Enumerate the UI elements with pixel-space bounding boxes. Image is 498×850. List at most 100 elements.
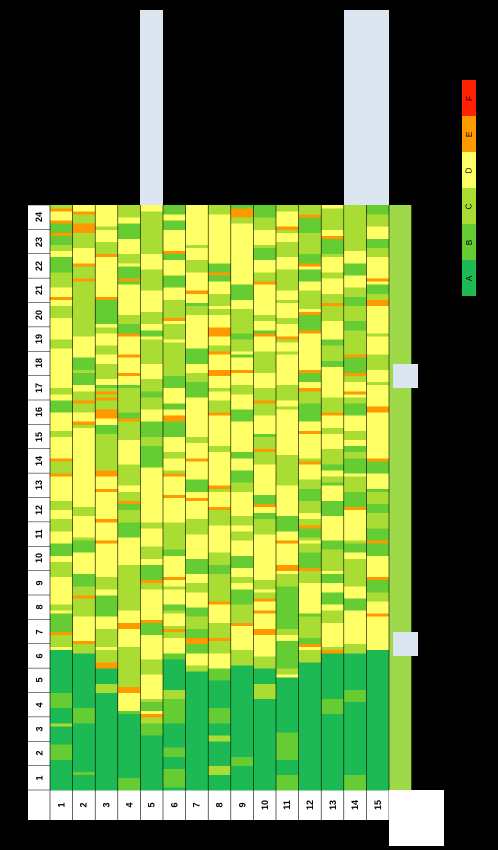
heatmap-cell: [230, 531, 254, 541]
heatmap-cell: [343, 774, 367, 791]
heatmap-cell: [117, 774, 141, 779]
heatmap-cell: [298, 232, 322, 242]
heatmap-cell: [72, 695, 96, 709]
heatmap-cell: [321, 396, 344, 413]
heatmap-cell: [208, 314, 231, 328]
heatmap-cell: [140, 409, 163, 419]
heatmap-cell: [185, 546, 209, 559]
heatmap-cell: [343, 573, 367, 581]
heatmap-cell: [321, 329, 344, 340]
heatmap-cell: [230, 786, 254, 791]
heatmap-cell: [366, 247, 389, 258]
heatmap-cell: [72, 652, 96, 666]
heatmap-cell: [298, 524, 322, 529]
heatmap-cell: [253, 704, 276, 715]
heatmap-cell: [95, 646, 118, 651]
heatmap-cell: [95, 786, 118, 791]
heatmap-cell: [321, 698, 344, 715]
heatmap-cell: [163, 497, 186, 514]
heatmap-cell: [163, 658, 186, 675]
heatmap-cell: [366, 628, 389, 639]
heatmap-cell: [72, 278, 96, 282]
heatmap-cell: [140, 534, 163, 547]
heatmap-cell: [185, 430, 209, 437]
heatmap-cell: [230, 205, 254, 209]
heatmap-cell: [95, 662, 118, 666]
heatmap-cell: [163, 262, 186, 270]
heatmap-cell: [343, 701, 367, 718]
heatmap-cell: [95, 665, 118, 669]
heatmap-cell: [140, 649, 163, 660]
heatmap-cell: [343, 491, 367, 508]
heatmap-cell: [366, 543, 389, 556]
heatmap-cell: [343, 579, 367, 587]
hour-label: 9: [34, 580, 45, 586]
heatmap-cell: [343, 448, 367, 453]
heatmap-cell: [50, 448, 73, 459]
heatmap-cell: [208, 573, 231, 581]
heatmap-cell: [253, 726, 276, 733]
heatmap-cell: [117, 771, 141, 776]
heatmap-cell: [50, 317, 73, 325]
heatmap-cell: [298, 360, 322, 370]
heatmap-cell: [343, 616, 367, 620]
heatmap-cell: [276, 570, 299, 575]
heatmap-cell: [253, 549, 276, 562]
heatmap-cell: [253, 579, 276, 590]
heatmap-cell: [185, 460, 209, 474]
heatmap-cell: [321, 753, 344, 770]
heatmap-cell: [208, 786, 231, 791]
heatmap-cell: [230, 299, 254, 309]
heatmap-cell: [163, 320, 186, 325]
heatmap-cell: [253, 518, 276, 535]
heatmap-cell: [50, 256, 73, 273]
heatmap-cell: [140, 713, 163, 718]
heatmap-cell: [366, 613, 389, 617]
heatmap-cell: [117, 610, 141, 620]
heatmap-cell: [253, 591, 276, 599]
heatmap-cell: [185, 479, 209, 492]
heatmap-cell: [366, 278, 389, 282]
heatmap-cell: [276, 552, 299, 565]
heatmap-cell: [72, 625, 96, 642]
heatmap-cell: [343, 543, 367, 553]
heatmap-cell: [117, 457, 141, 462]
heatmap-cell: [185, 710, 209, 724]
heatmap-cell: [230, 451, 254, 459]
heatmap-cell: [276, 205, 299, 212]
heatmap-cell: [230, 259, 254, 273]
heatmap-cell: [140, 604, 163, 608]
hour-label: 22: [34, 260, 45, 271]
heatmap-cell: [185, 759, 209, 776]
heatmap-cell: [163, 512, 186, 520]
heatmap-cell: [208, 537, 231, 553]
heatmap-cell: [208, 613, 231, 623]
heatmap-cell: [163, 567, 186, 572]
heatmap-cell: [321, 457, 344, 465]
heatmap-cell: [321, 631, 344, 636]
heatmap-cell: [117, 436, 141, 441]
heatmap-cell: [230, 457, 254, 471]
heatmap-cell: [298, 205, 322, 215]
heatmap-cell: [321, 366, 344, 383]
heatmap-cell: [298, 253, 322, 264]
heatmap-cell: [298, 284, 322, 291]
heatmap-cell: [185, 396, 209, 407]
heatmap-cell: [185, 363, 209, 373]
heatmap-cell: [276, 363, 299, 370]
heatmap-cell: [230, 235, 254, 249]
heatmap-cell: [50, 250, 73, 258]
heatmap-cell: [321, 217, 344, 230]
heatmap-cell: [50, 759, 73, 770]
heatmap-cell: [253, 649, 276, 657]
heatmap-cell: [208, 329, 231, 334]
heatmap-cell: [298, 421, 322, 431]
heatmap-cell: [321, 463, 344, 471]
heatmap-cell: [50, 232, 73, 236]
summary-column: [366, 10, 389, 205]
hour-label: 7: [34, 629, 45, 635]
heatmap-cell: [321, 713, 344, 718]
hour-label: 21: [34, 285, 45, 296]
heatmap-cell: [117, 543, 141, 550]
heatmap-cell: [230, 582, 254, 587]
